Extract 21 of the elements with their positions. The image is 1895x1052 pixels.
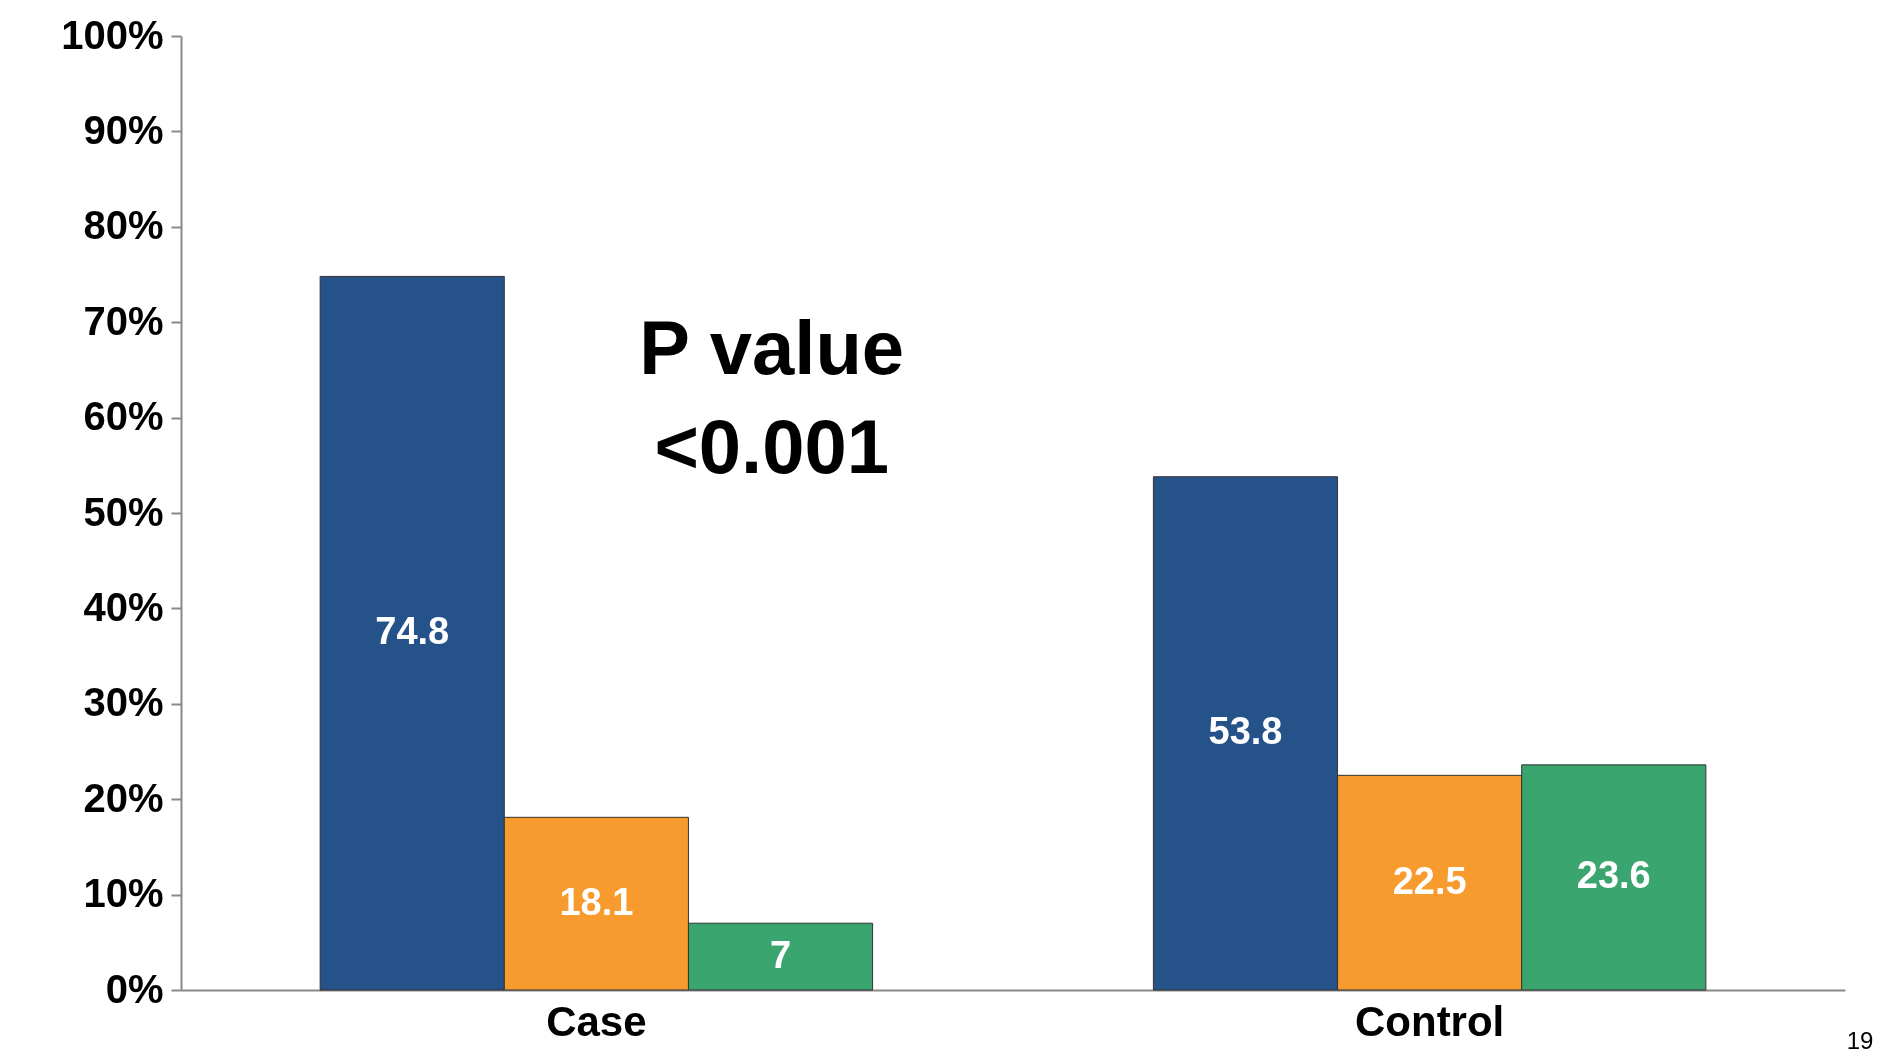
y-tick-label: 80% bbox=[83, 203, 164, 248]
data-label: 7 bbox=[769, 933, 792, 976]
y-tick-label: 50% bbox=[83, 489, 164, 534]
data-label: 74.8 bbox=[375, 610, 450, 653]
text: 19 bbox=[1846, 1027, 1874, 1052]
y-tick-label: 100% bbox=[61, 12, 164, 57]
data-label: 53.8 bbox=[1208, 710, 1283, 753]
x-tick-label: Control bbox=[1354, 997, 1505, 1045]
x-tick-label: Case bbox=[546, 997, 647, 1045]
data-label: 23.6 bbox=[1576, 854, 1651, 897]
data-label: 18.1 bbox=[559, 880, 634, 923]
annotation: P value <0.001 bbox=[639, 304, 905, 489]
y-tick-label: 30% bbox=[83, 680, 164, 725]
y-tick-label: 90% bbox=[83, 107, 164, 152]
y-tick-label: 40% bbox=[83, 584, 164, 629]
y-tick-label: 20% bbox=[83, 775, 164, 820]
y-tick-label: 70% bbox=[83, 298, 164, 343]
y-tick-label: 0% bbox=[105, 966, 164, 1011]
y-tick-label: 60% bbox=[83, 394, 164, 439]
data-label: 22.5 bbox=[1392, 859, 1467, 902]
y-tick-label: 10% bbox=[83, 871, 164, 916]
